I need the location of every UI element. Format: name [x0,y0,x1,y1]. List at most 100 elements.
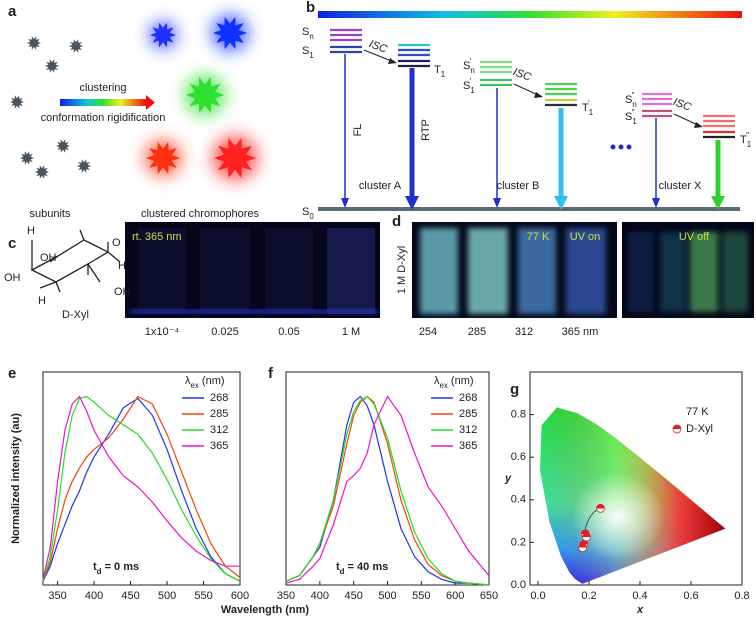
side-label: 1 M D-Xyl [396,246,408,294]
x-tick-label: 500 [378,590,396,602]
photo-label: UV off [679,231,710,243]
x-tick-label: 550 [194,590,212,602]
text-part: S [302,26,309,38]
spectrum-line [42,397,241,582]
legend-label: D-Xyl [686,423,713,435]
star-shape [69,39,83,53]
cluster-icon [148,20,178,50]
text-part: ′ [470,77,472,86]
subunit-icon [77,159,91,173]
text-part: ex [191,381,199,390]
concentration-label: 0.025 [211,326,239,338]
x-tick-label: 500 [158,590,176,602]
legend-label: 77 K [686,406,709,418]
spectrum-line [285,395,490,586]
legend-title: λex (nm) [434,375,474,390]
wavelength-label: 254 [419,326,437,338]
cluster-icon [211,14,249,52]
panel-label: e [8,365,16,382]
x-tick-label: 0.0 [530,590,545,602]
star-shape [146,141,180,175]
spectrum-line [42,395,240,580]
cluster-name: cluster B [497,180,540,192]
atom-label: OH [114,286,131,298]
arrow-label: conformation rigidification [41,112,166,124]
x-tick-label: 400 [85,590,103,602]
text-part: 1 [632,117,637,126]
vials-c [130,228,378,314]
photo-label: rt. 365 nm [132,231,182,243]
text-part: (nm) [448,375,474,387]
y-tick-label: 0.2 [511,536,526,548]
text-part: ex [440,381,448,390]
y-axis-label: y [504,472,512,484]
rtp-label: RTP [420,119,432,141]
text-part: ″ [632,108,635,117]
x-tick-label: 600 [231,590,249,602]
text-part: T [582,102,589,114]
atom-label: H [27,225,35,237]
text-part: S [463,60,470,72]
text-part: (nm) [199,375,225,387]
plot-frame [529,371,743,586]
text-part: S [625,94,632,106]
cie-point [596,503,605,513]
panel-label: b [306,0,315,16]
text-part: T [434,64,441,76]
panel-label: d [392,213,401,230]
subunit-icon [27,36,41,50]
star-shape [186,76,224,114]
annotation: td = 40 ms [336,561,388,576]
text-part: 1 [589,108,594,117]
text-part: T [740,134,747,146]
arrow-label: clustering [79,82,126,94]
x-tick-label: 0.4 [632,590,647,602]
text-part: λ [434,375,440,387]
wavelength-label: 285 [468,326,486,338]
text-part: 1 [470,86,475,95]
isc-label: ISC [511,66,532,84]
x-tick-label: 350 [277,590,295,602]
photo-label: 77 K [527,231,550,243]
atom-label: OH [40,252,57,264]
vials-uv-off [628,232,748,312]
cie-point [578,543,588,553]
star-shape [77,159,91,173]
atom-label: H [38,295,46,307]
text-part: ′ [588,99,590,108]
x-tick-label: 450 [344,590,362,602]
x-axis-label: Wavelength (nm) [221,604,310,616]
text-part: S [302,206,309,218]
atom-label: H [118,260,126,272]
text-part: S [463,80,470,92]
state-label: Sn″ [625,91,637,109]
text-part: 1 [441,70,446,79]
state-label: T1 [434,64,446,79]
star-shape [56,139,70,153]
cluster-name: cluster A [359,180,402,192]
subunit-icon [69,39,83,53]
text-part: S [625,111,632,123]
concentration-label: 1 M [342,326,360,338]
x-tick-label: 0.2 [581,590,596,602]
x-tick-label: 400 [311,590,329,602]
legend-label: 285 [459,408,477,420]
y-tick-label: 0.6 [511,451,526,463]
cluster-name: cluster X [659,180,702,192]
text-part: ″ [746,131,749,140]
star-shape [20,151,34,165]
x-tick-label: 350 [48,590,66,602]
concentration-label: 0.05 [278,326,299,338]
state-label: Sn′ [463,57,475,75]
legend-marker [672,424,682,434]
legend-label: 285 [210,408,228,420]
wavelength-label: 365 nm [562,326,599,338]
panel-label: c [8,235,16,252]
star-shape [45,59,59,73]
isc-label: ISC [367,38,388,56]
x-tick-label: 600 [446,590,464,602]
atom-label: O [112,237,121,249]
photo-label: UV on [570,231,601,243]
text-part: n [470,66,474,75]
